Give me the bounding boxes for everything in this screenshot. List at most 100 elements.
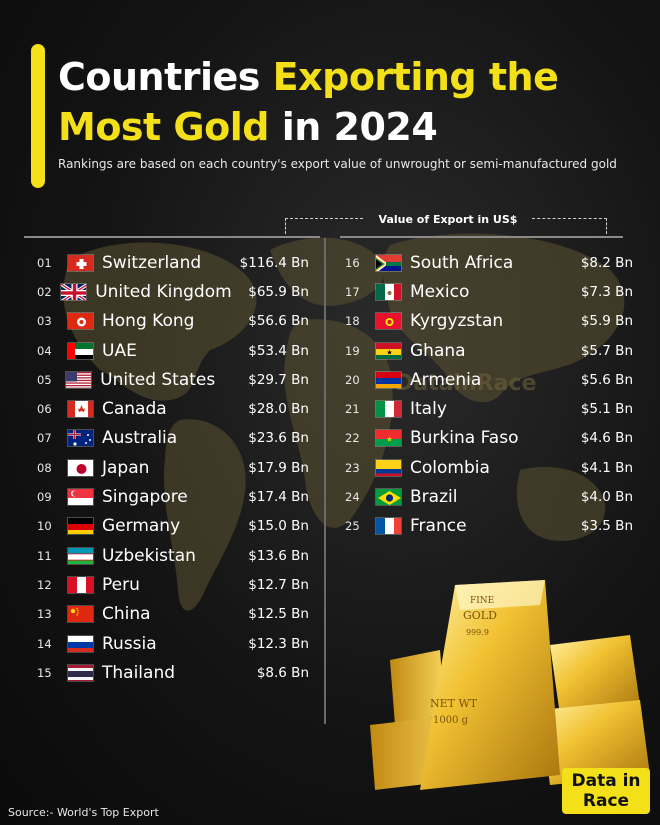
rank-number: 25: [345, 519, 360, 534]
gold-bar-text-5: 1000 g: [433, 715, 469, 726]
title-accent-bar: [31, 44, 45, 188]
export-value: $5.1 Bn: [580, 401, 633, 418]
country-name: Italy: [410, 399, 447, 420]
export-value: $28.0 Bn: [248, 401, 309, 418]
export-value: $15.0 Bn: [248, 518, 309, 535]
export-value: $17.4 Bn: [248, 489, 309, 506]
hongkong-flag-icon: [67, 312, 94, 331]
australia-flag-icon: [67, 429, 94, 448]
gold-bar-text-1: FINE: [470, 596, 494, 606]
country-name: Kyrgyzstan: [410, 311, 504, 332]
country-name: Russia: [102, 633, 157, 654]
table-row: 03 Hong Kong $56.6 Bn: [37, 307, 309, 336]
export-value: $3.5 Bn: [580, 518, 633, 535]
logo-line-1: Data in: [571, 771, 641, 791]
country-name: Burkina Faso: [410, 428, 519, 449]
armenia-flag-icon: [375, 370, 402, 389]
column-divider: [324, 238, 326, 724]
table-row: 04 UAE $53.4 Bn: [37, 336, 309, 365]
country-name: Switzerland: [102, 252, 202, 273]
country-name: Armenia: [410, 369, 482, 390]
country-name: Australia: [102, 428, 178, 449]
header-rule-right: [340, 236, 623, 238]
singapore-flag-icon: [67, 488, 94, 507]
table-row: 12 Peru $12.7 Bn: [37, 570, 309, 599]
japan-flag-icon: [67, 458, 94, 477]
export-value: $4.6 Bn: [580, 430, 633, 447]
rank-number: 11: [37, 548, 52, 563]
country-name: France: [410, 516, 467, 537]
export-value: $13.6 Bn: [248, 547, 309, 564]
table-row: 13 China $12.5 Bn: [37, 600, 309, 629]
export-value: $17.9 Bn: [248, 459, 309, 476]
southafrica-flag-icon: [375, 253, 402, 272]
rank-number: 07: [37, 431, 52, 446]
export-value: $12.3 Bn: [248, 635, 309, 652]
export-value: $23.6 Bn: [248, 430, 309, 447]
country-name: Thailand: [102, 662, 176, 683]
rank-number: 03: [37, 314, 52, 329]
title-part-3: Most Gold: [58, 105, 269, 149]
table-row: 18 Kyrgyzstan $5.9 Bn: [345, 307, 633, 336]
table-row: 07 Australia $23.6 Bn: [37, 424, 309, 453]
usa-flag-icon: [65, 370, 93, 389]
export-value: $8.2 Bn: [580, 254, 633, 271]
rank-number: 17: [345, 284, 360, 299]
export-value: $65.9 Bn: [248, 283, 309, 300]
france-flag-icon: [375, 517, 402, 536]
colombia-flag-icon: [375, 458, 402, 477]
page-title: Countries Exporting the Most Gold in 202…: [58, 52, 648, 152]
watermark: DatainRace: [395, 371, 536, 396]
title-part-1: Countries: [58, 55, 273, 99]
rank-number: 20: [345, 372, 360, 387]
country-name: Peru: [102, 574, 140, 595]
export-value: $29.7 Bn: [248, 371, 309, 388]
table-row: 21 Italy $5.1 Bn: [345, 394, 633, 423]
rank-number: 15: [37, 665, 52, 680]
kyrgyzstan-flag-icon: [375, 312, 402, 331]
canada-flag-icon: [67, 400, 94, 419]
country-name: Singapore: [102, 487, 188, 508]
export-value: $12.5 Bn: [248, 606, 309, 623]
table-row: 20 Armenia $5.6 Bn: [345, 365, 633, 394]
country-name: UAE: [102, 340, 137, 361]
table-row: 10 Germany $15.0 Bn: [37, 512, 309, 541]
export-value: $5.6 Bn: [580, 371, 633, 388]
export-value: $5.9 Bn: [580, 313, 633, 330]
header-dash-left: [285, 218, 363, 234]
gold-bar-text-4: NET WT: [430, 697, 478, 710]
header-rule-left: [24, 236, 320, 238]
header-dash-right: [532, 218, 607, 234]
rank-number: 21: [345, 402, 360, 417]
brand-logo: Data in Race: [562, 768, 650, 814]
rank-number: 01: [37, 255, 52, 270]
brazil-flag-icon: [375, 488, 402, 507]
rank-number: 13: [37, 607, 52, 622]
country-name: Uzbekistan: [102, 545, 196, 566]
gold-bars-image: FINE GOLD 999.9 NET WT 1000 g: [370, 580, 650, 790]
table-row: 15 Thailand $8.6 Bn: [37, 658, 309, 687]
ghana-flag-icon: [375, 341, 402, 360]
export-value: $116.4 Bn: [239, 254, 309, 271]
table-row: 06 Canada $28.0 Bn: [37, 394, 309, 423]
title-part-4: in 2024: [268, 105, 438, 149]
rank-number: 14: [37, 636, 52, 651]
country-name: Hong Kong: [102, 311, 195, 332]
country-name: China: [102, 604, 151, 625]
rank-number: 09: [37, 490, 52, 505]
burkinafaso-flag-icon: [375, 429, 402, 448]
rank-number: 24: [345, 490, 360, 505]
header-tick-right: [606, 218, 607, 234]
country-name: Brazil: [410, 487, 458, 508]
russia-flag-icon: [67, 634, 94, 653]
rank-number: 04: [37, 343, 52, 358]
rank-number: 06: [37, 402, 52, 417]
country-name: Germany: [102, 516, 181, 537]
table-row: 09 Singapore $17.4 Bn: [37, 482, 309, 511]
table-row: 22 Burkina Faso $4.6 Bn: [345, 424, 633, 453]
rank-number: 16: [345, 255, 360, 270]
table-row: 14 Russia $12.3 Bn: [37, 629, 309, 658]
export-value: $56.6 Bn: [248, 313, 309, 330]
table-row: 11 Uzbekistan $13.6 Bn: [37, 541, 309, 570]
world-map-background: DatainRace: [63, 233, 625, 611]
